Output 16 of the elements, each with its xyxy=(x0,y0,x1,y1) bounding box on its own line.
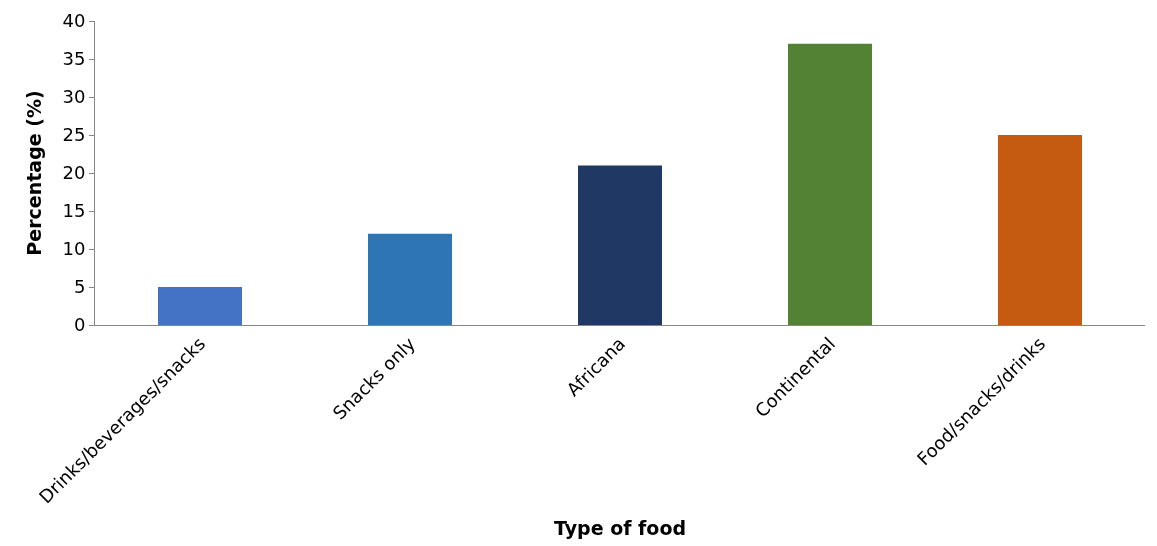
y-tick-label: 30 xyxy=(62,86,86,108)
y-tick-label: 10 xyxy=(62,238,86,260)
y-tick-label: 25 xyxy=(62,124,86,146)
x-axis-title: Type of food xyxy=(553,517,687,540)
y-tick-label: 20 xyxy=(62,162,86,184)
bar xyxy=(578,165,662,325)
y-tick-label: 15 xyxy=(62,200,86,222)
y-tick-label: 40 xyxy=(62,10,86,32)
bar xyxy=(368,233,452,325)
bar xyxy=(788,43,872,325)
y-tick-label: 0 xyxy=(73,314,86,336)
bar xyxy=(998,135,1082,325)
y-tick-label: 35 xyxy=(62,48,86,70)
bar xyxy=(158,287,242,325)
y-axis-title: Percentage (%) xyxy=(23,90,46,256)
y-tick-label: 5 xyxy=(73,276,86,298)
